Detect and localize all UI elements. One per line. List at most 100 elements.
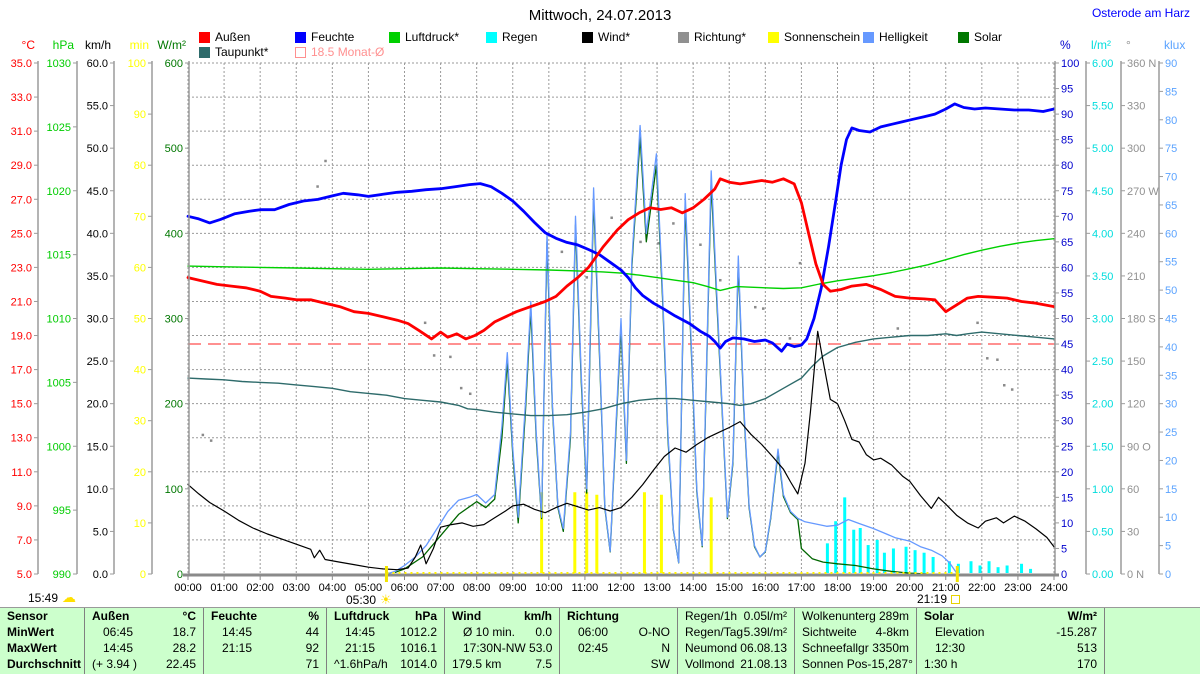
table-col-filler: [1105, 608, 1200, 674]
legend-swatch: [199, 46, 210, 58]
svg-text:0: 0: [1061, 569, 1067, 581]
axis-min: 0 10 20 30 40 50 60 70 80 90 100 min: [128, 38, 153, 581]
svg-text:11.0: 11.0: [11, 467, 32, 479]
legend-label: Sonnenschein: [784, 30, 861, 44]
svg-text:85: 85: [1061, 135, 1073, 147]
svg-text:15:00: 15:00: [715, 582, 743, 594]
axis-l/m²: 0.00 0.50 1.00 1.50 2.00 2.50 3.00 3.50 4.00 4.50…: [1085, 38, 1113, 581]
current-time: 15:49 ☁: [28, 589, 76, 606]
svg-text:04:00: 04:00: [319, 582, 347, 594]
cell-value: 1014.0: [400, 657, 437, 671]
svg-text:6.00: 6.00: [1092, 58, 1113, 70]
svg-text:05:00: 05:00: [355, 582, 383, 594]
svg-text:30: 30: [1127, 526, 1139, 538]
axis-unit-label: klux: [1164, 38, 1185, 52]
legend-swatch: [295, 46, 306, 58]
svg-text:270 W: 270 W: [1127, 186, 1159, 198]
col-unit: km/h: [523, 609, 552, 623]
svg-text:0 N: 0 N: [1127, 569, 1144, 581]
table-cell-row: 14:45 44: [204, 624, 326, 640]
svg-text:65: 65: [1061, 237, 1073, 249]
axis-unit-label: km/h: [85, 38, 111, 52]
svg-text:65: 65: [1165, 200, 1177, 212]
x-axis: 00:00 01:00 02:00 03:00 04:00 05:00 06:00 07:00…: [174, 573, 1068, 594]
svg-text:0.00: 0.00: [1092, 569, 1113, 581]
svg-text:85: 85: [1165, 86, 1177, 98]
legend-label: Luftdruck*: [405, 30, 460, 44]
series-Helligkeit: [385, 124, 958, 575]
svg-text:1.50: 1.50: [1092, 441, 1113, 453]
cell-label: 06:45: [103, 625, 134, 639]
col-header: Richtung: [567, 609, 619, 623]
svg-text:100: 100: [1061, 58, 1079, 70]
cell-label: Elevation: [935, 625, 985, 639]
axis-unit-label: hPa: [53, 38, 75, 52]
svg-text:40: 40: [134, 365, 146, 377]
svg-text:1025: 1025: [47, 122, 71, 134]
cell-value: 0.0: [535, 625, 552, 639]
cell-value: 4-8km: [875, 625, 909, 639]
svg-text:27.0: 27.0: [11, 194, 32, 206]
col-header: Außen: [92, 609, 130, 623]
col-header: Regen/1h: [685, 609, 738, 623]
cell-label: 21:15: [345, 641, 376, 655]
svg-text:15: 15: [1061, 492, 1073, 504]
cell-value: 18.7: [172, 625, 196, 639]
table-cell-row: 06:45 18.7: [85, 624, 203, 640]
svg-text:2.50: 2.50: [1092, 356, 1113, 368]
svg-text:08:00: 08:00: [463, 582, 491, 594]
table-cell-row: ^1.6hPa/h 1014.0: [327, 656, 444, 672]
legend-swatch: [768, 31, 779, 43]
svg-text:210: 210: [1127, 271, 1145, 283]
table-col-6: Wolkenunterg 289m Sichtweite 4-8km Schneefal…: [795, 608, 917, 674]
svg-text:5: 5: [1061, 543, 1067, 555]
svg-text:16:00: 16:00: [752, 582, 780, 594]
legend-item-10: 18.5 Monat-Ø: [295, 45, 384, 59]
table-row-label: Durchschnitt: [0, 656, 84, 672]
legend-item-2: Luftdruck*: [389, 30, 460, 44]
svg-text:03:00: 03:00: [282, 582, 310, 594]
svg-text:3.50: 3.50: [1092, 271, 1113, 283]
weather-state-icon: ☁: [62, 589, 77, 605]
svg-text:29.0: 29.0: [11, 160, 32, 172]
cell-label: 179.5 km: [452, 657, 502, 671]
table-cell-row: 06:00 O-NO: [560, 624, 677, 640]
legend-item-3: Regen: [486, 30, 537, 44]
summary-table: Sensor MinWert MaxWert Durchschnitt Außen °C 0…: [0, 607, 1200, 674]
axis-%: 0 5 10 15 20 25 30 35 40 45 50 55 60 65 70 75 80 85 90 95 10…: [1054, 38, 1079, 581]
table-header-row: Luftdruck hPa: [327, 608, 444, 624]
svg-text:95: 95: [1061, 84, 1073, 96]
axis-W/m²: 0 100 200 300 400 500 600 W/m²: [157, 38, 190, 581]
table-cell-row: Ø 10 min. 0.0: [445, 624, 559, 640]
svg-text:1005: 1005: [47, 377, 71, 389]
svg-text:30: 30: [1061, 416, 1073, 428]
cell-value: 170: [1076, 657, 1097, 671]
svg-text:45.0: 45.0: [87, 186, 108, 198]
col-unit: 289m: [878, 609, 909, 623]
table-header-row: Außen °C: [85, 608, 203, 624]
sunset-time: 21:19: [917, 592, 961, 606]
svg-text:21:00: 21:00: [932, 582, 960, 594]
svg-text:0: 0: [177, 569, 183, 581]
table-col-sensor: Sensor MinWert MaxWert Durchschnitt: [0, 608, 85, 674]
series-Wind: [187, 330, 1055, 571]
axis-unit-label: min: [130, 38, 149, 52]
page-title: Mittwoch, 24.07.2013: [528, 7, 672, 24]
svg-text:90 O: 90 O: [1127, 441, 1151, 453]
svg-text:0: 0: [1165, 569, 1171, 581]
row-label: Sensor: [7, 609, 48, 623]
station-name: Osterode am Harz: [1091, 6, 1190, 20]
svg-text:25.0: 25.0: [87, 356, 108, 368]
cell-label: 12:30: [935, 641, 966, 655]
cell-value: 92: [305, 641, 319, 655]
col-header: Feuchte: [211, 609, 258, 623]
cell-value: 1016.1: [400, 641, 437, 655]
axis-unit-label: %: [1060, 38, 1071, 52]
cell-label: Schneefallgr: [802, 641, 869, 655]
table-cell-row: Schneefallgr 3350m: [795, 640, 916, 656]
svg-text:55: 55: [1165, 257, 1177, 269]
cell-value: 1012.2: [400, 625, 437, 639]
cell-label: 17:30: [463, 641, 494, 655]
cell-value: N: [661, 641, 670, 655]
table-header-row: Wolkenunterg 289m: [795, 608, 916, 624]
